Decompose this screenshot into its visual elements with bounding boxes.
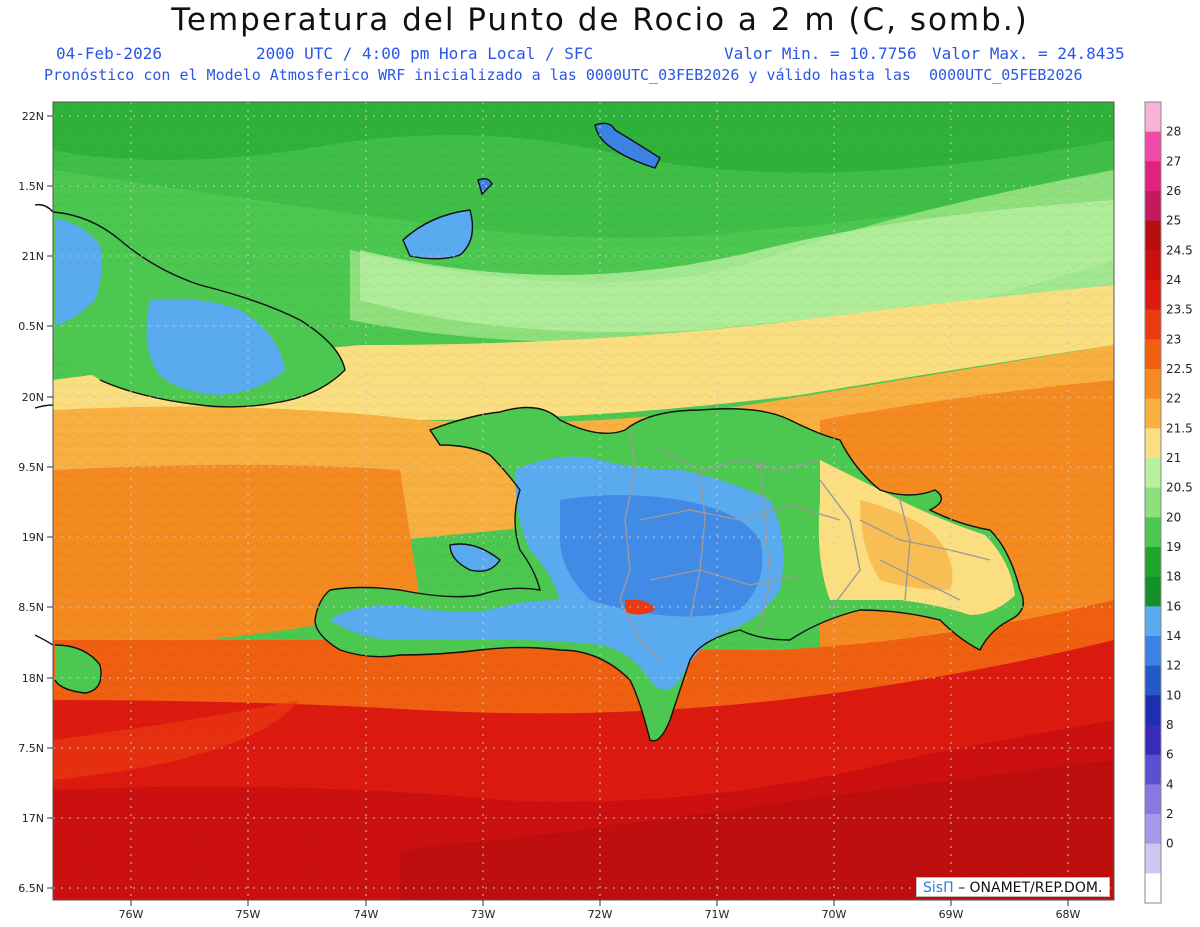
legend-swatch	[1145, 725, 1161, 756]
legend-swatch	[1145, 547, 1161, 578]
legend-label: 25	[1166, 214, 1181, 228]
lat-label: 18N	[22, 672, 44, 685]
lat-ticks	[47, 115, 53, 889]
legend-swatch	[1145, 131, 1161, 162]
lat-label: 17N	[22, 812, 44, 825]
legend-label: 21.5	[1166, 421, 1193, 435]
lon-label: 76W	[119, 908, 144, 921]
lat-label: 0.5N	[18, 320, 44, 333]
legend-swatch	[1145, 102, 1161, 133]
legend-swatch	[1145, 695, 1161, 726]
legend-label: 6	[1166, 748, 1174, 762]
legend-label: 2	[1166, 807, 1174, 821]
lat-label: 6.5N	[18, 882, 44, 895]
legend-swatch	[1145, 606, 1161, 637]
legend-label: 16	[1166, 599, 1181, 613]
legend-label: 4	[1166, 777, 1174, 791]
lat-label: 1.5N	[18, 180, 44, 193]
dewpoint-field	[53, 102, 1114, 900]
lat-label: 8.5N	[18, 601, 44, 614]
lat-label: 21N	[22, 250, 44, 263]
legend-label: 20.5	[1166, 481, 1193, 495]
lon-ticks	[130, 900, 1069, 906]
legend-label: 19	[1166, 540, 1181, 554]
legend-label: 24.5	[1166, 243, 1193, 257]
lon-label: 69W	[939, 908, 964, 921]
model-description: Pronóstico con el Modelo Atmosferico WRF…	[44, 66, 1083, 84]
lat-label: 19N	[22, 531, 44, 544]
legend-swatch	[1145, 843, 1161, 874]
map-title: Temperatura del Punto de Rocio a 2 m (C,…	[171, 2, 1029, 38]
legend-swatch	[1145, 487, 1161, 518]
legend-swatch	[1145, 428, 1161, 459]
legend-swatch	[1145, 309, 1161, 340]
province-boundaries	[619, 429, 991, 661]
legend-label: 23	[1166, 332, 1181, 346]
date-text: 04-Feb-2026	[56, 44, 162, 63]
lon-label: 68W	[1056, 908, 1081, 921]
legend-swatch	[1145, 576, 1161, 607]
map-frame	[52, 101, 1115, 901]
legend-label: 23.5	[1166, 303, 1193, 317]
legend-swatch	[1145, 636, 1161, 667]
legend-swatch	[1145, 458, 1161, 489]
min-value-text: Valor Min. = 10.7756	[724, 44, 917, 63]
legend-label: 22	[1166, 392, 1181, 406]
legend-label: 12	[1166, 659, 1181, 673]
legend-swatch	[1145, 339, 1161, 370]
legend-swatch	[1145, 250, 1161, 281]
lat-labels: 22N 1.5N 21N 0.5N 20N 9.5N 19N 8.5N 18N …	[18, 110, 44, 895]
lon-label: 72W	[588, 908, 613, 921]
legend-label: 14	[1166, 629, 1181, 643]
lat-label: 20N	[22, 391, 44, 404]
legend-swatch	[1145, 161, 1161, 192]
legend-label: 10	[1166, 688, 1181, 702]
max-value-text: Valor Max. = 24.8435	[932, 44, 1125, 63]
legend-label: 0	[1166, 837, 1174, 851]
legend-swatch	[1145, 369, 1161, 400]
credit-brand: SisΠ	[923, 880, 954, 896]
legend-label: 20	[1166, 510, 1181, 524]
legend-label: 22.5	[1166, 362, 1193, 376]
coastlines	[34, 122, 1024, 742]
lon-label: 73W	[471, 908, 496, 921]
lat-label: 7.5N	[18, 742, 44, 755]
legend-label: 26	[1166, 184, 1181, 198]
legend-label: 8	[1166, 718, 1174, 732]
legend-swatch	[1145, 280, 1161, 311]
legend-swatch	[1145, 517, 1161, 548]
legend-swatch	[1145, 398, 1161, 429]
credit-box: SisΠ – ONAMET/REP.DOM.	[916, 877, 1110, 897]
legend-swatch	[1145, 754, 1161, 785]
legend-swatch	[1145, 814, 1161, 845]
legend-colorbar	[1144, 101, 1162, 904]
credit-text: – ONAMET/REP.DOM.	[958, 880, 1103, 896]
legend-label: 24	[1166, 273, 1181, 287]
lon-label: 71W	[705, 908, 730, 921]
legend-swatch	[1145, 191, 1161, 222]
legend-label: 28	[1166, 125, 1181, 139]
legend-label: 21	[1166, 451, 1181, 465]
valid-time-text: 2000 UTC / 4:00 pm Hora Local / SFC	[256, 44, 594, 63]
lon-label: 74W	[354, 908, 379, 921]
lat-label: 22N	[22, 110, 44, 123]
legend-labels: 2827262524.52423.52322.52221.52120.52019…	[1166, 125, 1193, 851]
legend-swatch	[1145, 784, 1161, 815]
legend-swatch	[1145, 873, 1161, 904]
lon-labels: 76W 75W 74W 73W 72W 71W 70W 69W 68W	[119, 908, 1081, 921]
legend-label: 18	[1166, 570, 1181, 584]
legend-label: 27	[1166, 154, 1181, 168]
graticule	[53, 102, 1114, 900]
lon-label: 75W	[236, 908, 261, 921]
legend-frame	[1144, 101, 1162, 904]
legend-swatch	[1145, 665, 1161, 696]
lon-label: 70W	[822, 908, 847, 921]
legend-swatch	[1145, 220, 1161, 251]
lat-label: 9.5N	[18, 461, 44, 474]
